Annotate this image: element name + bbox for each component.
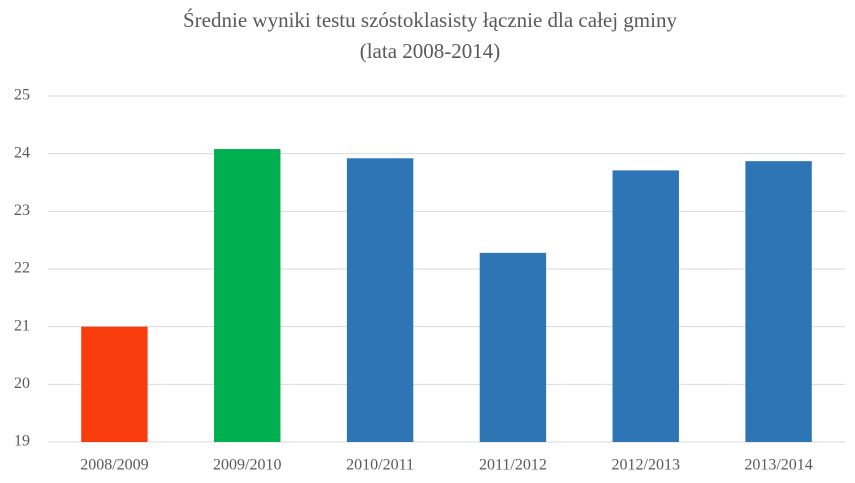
x-tick-label: 2009/2010 xyxy=(213,457,281,474)
y-tick-label: 25 xyxy=(14,87,30,104)
x-tick-label: 2013/2014 xyxy=(744,457,812,474)
y-tick-label: 19 xyxy=(14,433,30,450)
x-tick-label: 2008/2009 xyxy=(80,457,148,474)
x-tick-label: 2010/2011 xyxy=(346,457,414,474)
x-tick-label: 2011/2012 xyxy=(479,457,547,474)
bar xyxy=(81,326,148,442)
y-tick-label: 24 xyxy=(14,144,30,161)
y-tick-label: 23 xyxy=(14,202,30,219)
bar xyxy=(612,170,679,442)
bar xyxy=(214,149,281,442)
y-tick-label: 22 xyxy=(14,260,30,277)
bar xyxy=(479,252,547,442)
bar xyxy=(745,161,812,442)
bar xyxy=(346,158,414,442)
y-tick-label: 21 xyxy=(14,317,30,334)
chart-subtitle: (lata 2008-2014) xyxy=(360,39,501,63)
chart-title: Średnie wyniki testu szóstoklasisty łącz… xyxy=(183,8,677,32)
y-tick-label: 20 xyxy=(14,375,30,392)
x-tick-label: 2012/2013 xyxy=(612,457,680,474)
